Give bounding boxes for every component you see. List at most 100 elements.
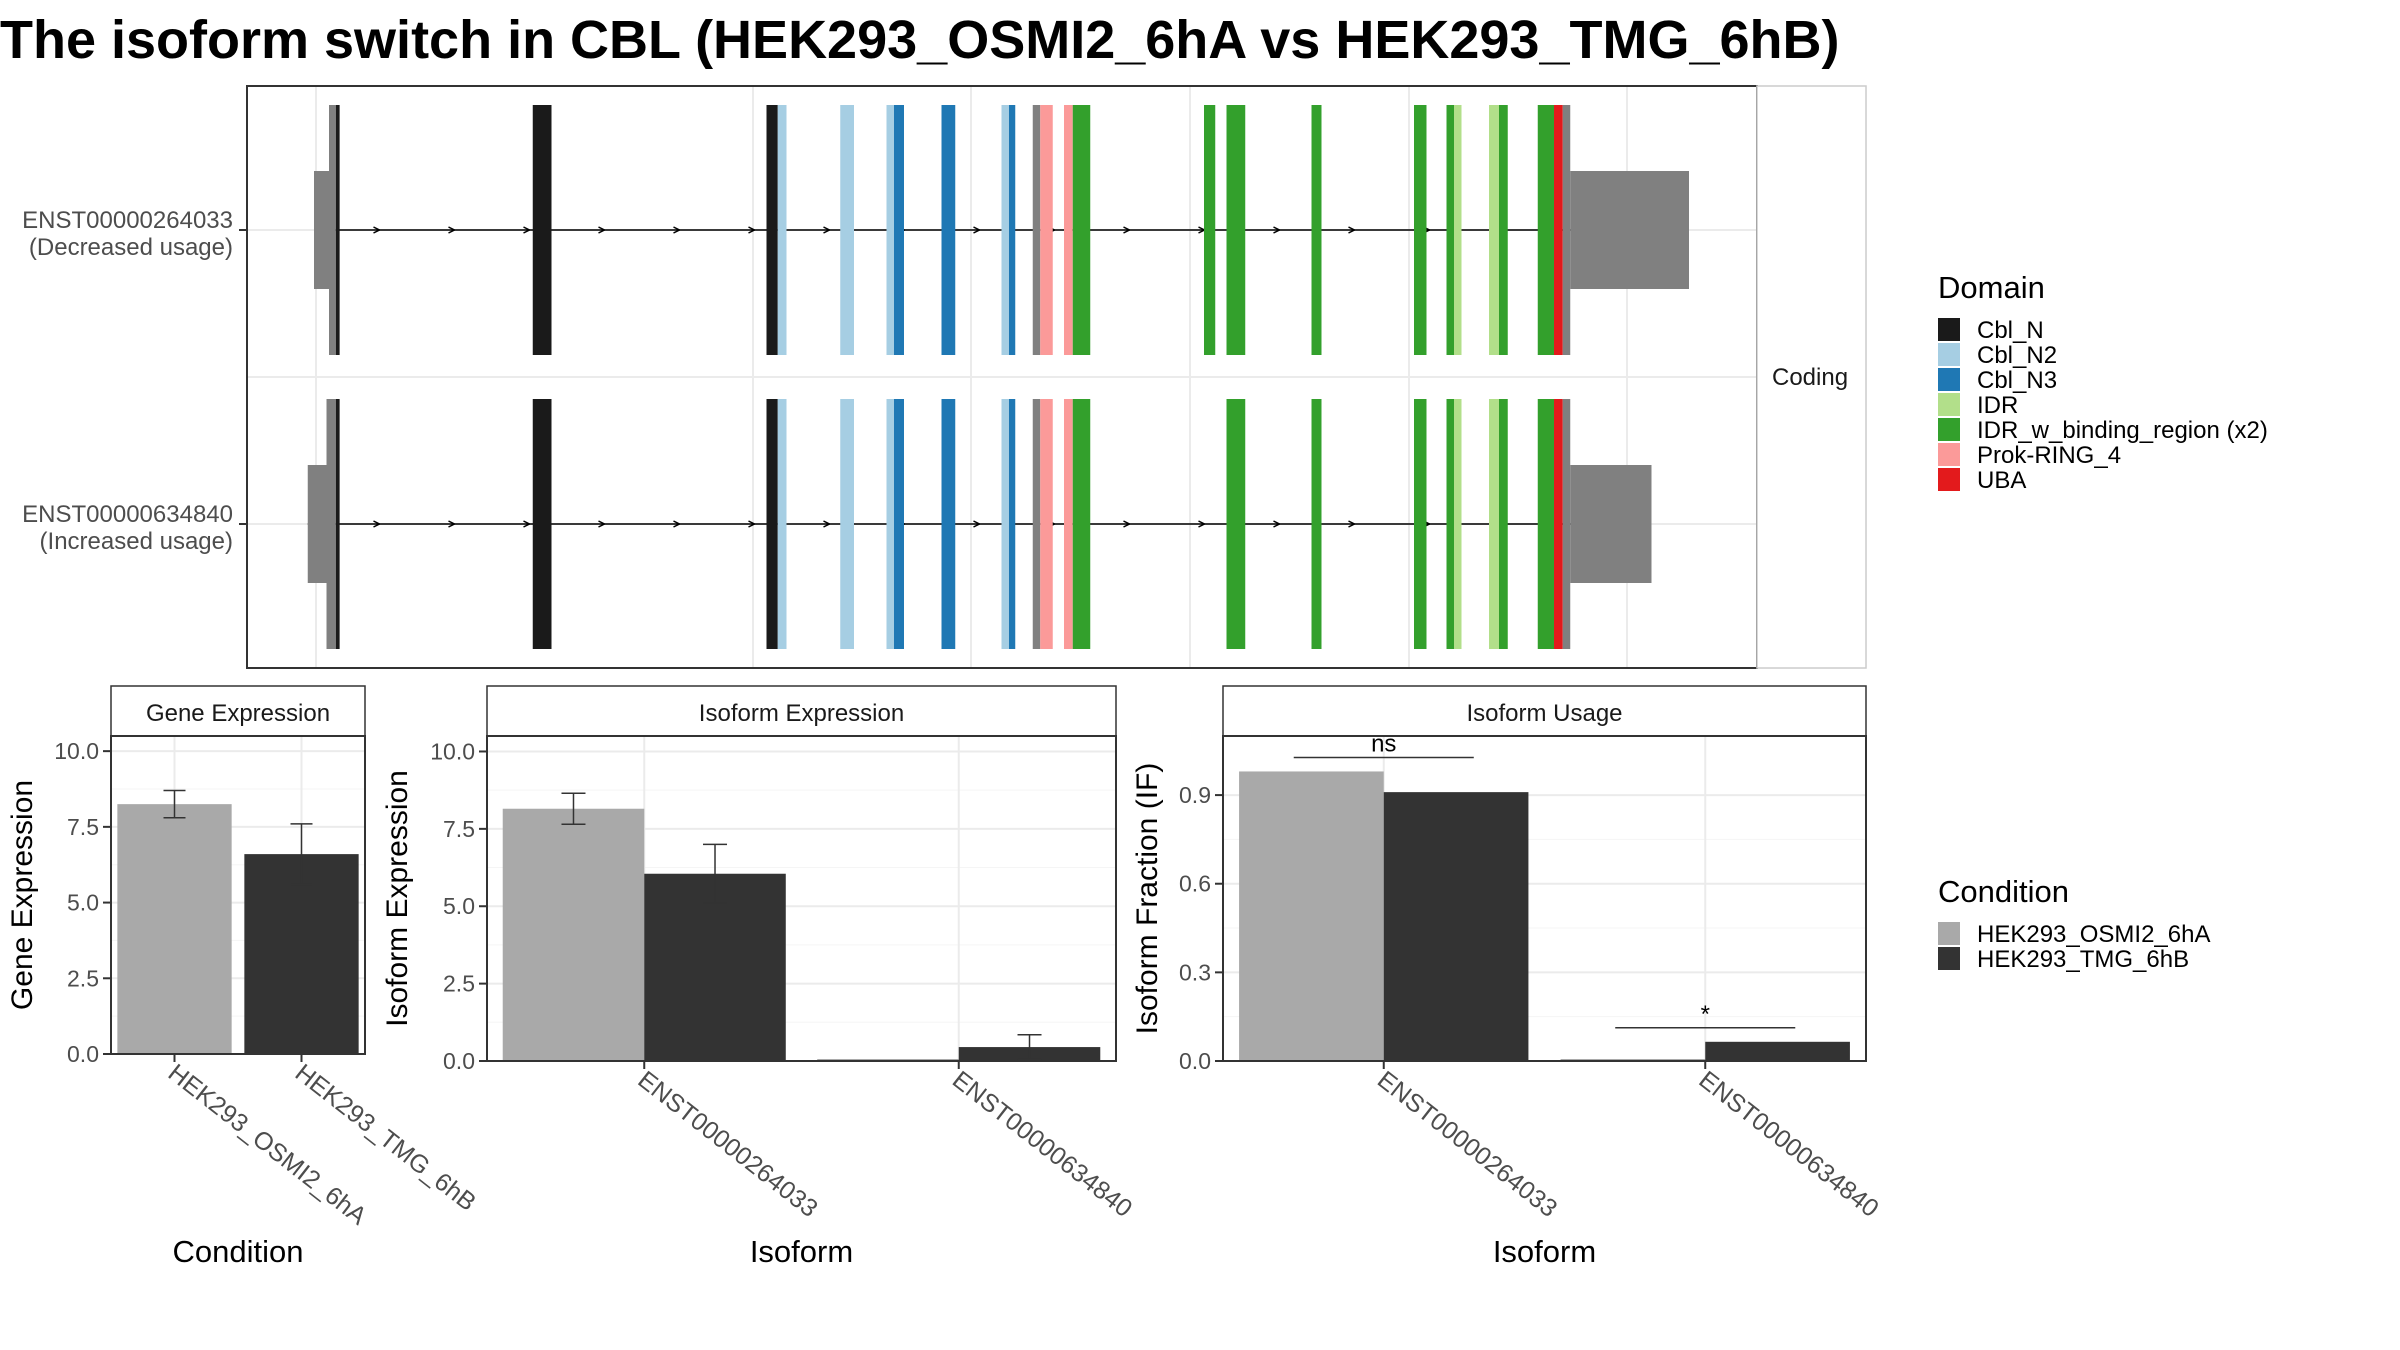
bar: [117, 804, 232, 1054]
bar: [502, 808, 645, 1061]
legend-key: [1938, 443, 1960, 466]
exon-segment: [1446, 105, 1454, 355]
domain-legend: Domain Cbl_NCbl_N2Cbl_N3IDRIDR_w_binding_…: [1938, 270, 2268, 494]
y-tick-label: 0.6: [1179, 871, 1211, 897]
exon-segment: [1040, 399, 1053, 649]
y-tick-label: 0.0: [443, 1048, 475, 1074]
exon-segment: [886, 105, 894, 355]
y-tick-label: 10.0: [54, 738, 99, 764]
exon-segment: [1537, 105, 1554, 355]
exon-segment: [1226, 105, 1246, 355]
bar: [1383, 792, 1529, 1061]
gene-expression-panel: Gene Expression0.02.55.07.510.0HEK293_OS…: [6, 685, 481, 1269]
exon-segment: [1454, 105, 1462, 355]
exon-segment: [1032, 399, 1041, 649]
exon-segment: [941, 399, 956, 649]
y-tick-label: 2.5: [67, 965, 99, 991]
structure-strip: [1756, 85, 1867, 669]
intron-arrow: [598, 226, 607, 234]
intron-arrow: [823, 520, 832, 528]
panel-strip: [110, 685, 366, 737]
exon-segment: [1414, 105, 1427, 355]
legend-key: [1938, 922, 1960, 945]
transcript-usage-label: (Increased usage): [40, 528, 233, 555]
isoform-expression-panel: Isoform Expression 0.0 2.5 5.0 7.5 10.0 ENST00…: [381, 685, 1137, 1269]
bar: [1239, 771, 1384, 1061]
exon-segment: [766, 105, 778, 355]
y-axis-title: Isoform Fraction (IF): [1131, 763, 1164, 1035]
exon-segment: [1499, 399, 1508, 649]
y-tick-label: 7.5: [67, 814, 99, 840]
exon-segment: [1072, 105, 1091, 355]
exon-segment: [1570, 171, 1689, 289]
exon-segment: [840, 399, 854, 649]
intron-arrow: [373, 520, 382, 528]
intron-arrow: [748, 226, 757, 234]
exon-segment: [326, 399, 336, 649]
panel-strip-label: Gene Expression: [146, 700, 330, 727]
intron-arrow: [1348, 520, 1357, 528]
intron-arrow: [598, 520, 607, 528]
intron-arrow: [1273, 520, 1282, 528]
exon-segment: [1204, 105, 1216, 355]
bar: [1705, 1041, 1850, 1061]
exon-segment: [314, 171, 329, 289]
exon-segment: [777, 399, 787, 649]
exon-segment: [1001, 105, 1009, 355]
panel-border: [110, 735, 366, 1055]
exon-segment: [777, 105, 787, 355]
intron-arrow: [1123, 520, 1132, 528]
intron-arrow: [1273, 226, 1282, 234]
y-tick-label: 0.3: [1179, 959, 1211, 985]
exon-segment: [1554, 105, 1563, 355]
x-tick-label: ENST00000264033: [1372, 1066, 1562, 1223]
exon-segment: [1001, 399, 1009, 649]
exon-segment: [1414, 399, 1427, 649]
intron-arrow: [673, 520, 682, 528]
legend-item-label: Cbl_N: [1977, 317, 2044, 344]
intron-arrow: [448, 520, 457, 528]
y-tick-label: 5.0: [67, 890, 99, 916]
x-axis-title: Isoform: [1493, 1234, 1596, 1269]
y-tick-label: 10.0: [430, 738, 475, 764]
y-tick-label: 7.5: [443, 816, 475, 842]
intron-arrow: [1198, 520, 1207, 528]
x-tick-label: ENST00000634840: [947, 1066, 1137, 1223]
exon-segment: [766, 399, 778, 649]
exon-segment: [1009, 105, 1016, 355]
exon-segment: [1311, 399, 1322, 649]
legend-item-label: IDR: [1977, 392, 2018, 419]
transcript-id-label: ENST00000264033: [22, 207, 233, 234]
exon-segment: [1311, 105, 1322, 355]
exon-segment: [532, 399, 552, 649]
panel-strip: [486, 685, 1117, 737]
legend-item-label: Cbl_N3: [1977, 367, 2057, 394]
legend-key: [1938, 947, 1960, 970]
exon-segment: [1562, 399, 1571, 649]
intron-arrow: [973, 520, 982, 528]
exon-segment: [1554, 399, 1563, 649]
exon-segment: [1499, 105, 1508, 355]
exon-segment: [1489, 399, 1499, 649]
intron-arrow: [448, 226, 457, 234]
exon-segment: [1226, 399, 1246, 649]
intron-arrow: [1348, 226, 1357, 234]
legend-key: [1938, 468, 1960, 491]
exon-segment: [335, 105, 340, 355]
exon-segment: [1040, 105, 1053, 355]
panel-strip: [1222, 685, 1867, 737]
exon-segment: [307, 465, 327, 583]
intron-arrow: [973, 226, 982, 234]
exon-segment: [1446, 399, 1454, 649]
transcript-id-label: ENST00000634840: [22, 501, 233, 528]
exon-segment: [1562, 105, 1571, 355]
figure-title: The isoform switch in CBL (HEK293_OSMI2_…: [0, 10, 1839, 70]
exon-segment: [1454, 399, 1462, 649]
isoform-structure-panel: ENST00000264033(Decreased usage) ENST0000…: [22, 85, 1867, 669]
significance-label: ns: [1371, 730, 1396, 757]
y-tick-label: 5.0: [443, 893, 475, 919]
legend-item-label: HEK293_OSMI2_6hA: [1977, 921, 2210, 948]
legend-key: [1938, 318, 1960, 341]
x-axis-title: Isoform: [750, 1234, 853, 1269]
